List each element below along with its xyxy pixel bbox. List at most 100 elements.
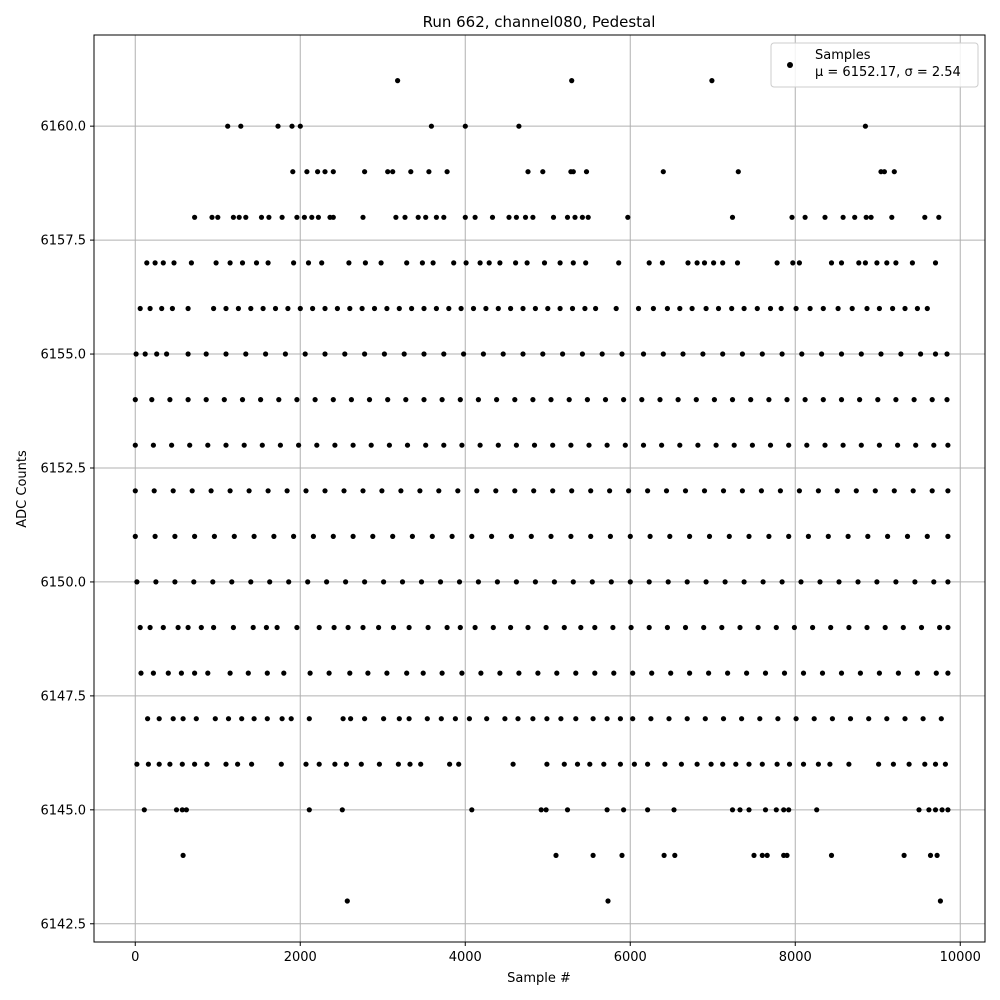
data-point [646, 579, 652, 585]
data-point [404, 670, 410, 676]
data-point [484, 716, 490, 722]
data-point [458, 305, 464, 312]
data-point [134, 579, 140, 585]
data-point [331, 624, 337, 631]
data-point [251, 533, 257, 540]
data-point [376, 761, 382, 767]
data-point [659, 260, 666, 266]
data-point [645, 761, 651, 767]
data-point [561, 761, 567, 767]
data-point [685, 260, 691, 266]
data-point [746, 761, 752, 767]
data-point [360, 624, 366, 631]
data-point [508, 533, 514, 540]
data-point [610, 624, 616, 631]
data-point [447, 761, 453, 767]
data-point [378, 260, 384, 266]
data-point [291, 260, 297, 266]
data-point [132, 442, 138, 448]
data-point [857, 670, 864, 676]
data-point [145, 716, 151, 722]
data-point [344, 898, 350, 904]
data-point [569, 305, 576, 312]
data-point [274, 624, 280, 631]
data-point [902, 716, 908, 722]
data-point [902, 305, 908, 312]
x-tick-label: 10000 [940, 950, 981, 965]
data-point [890, 761, 897, 767]
data-point [583, 169, 590, 175]
data-point [827, 761, 833, 767]
data-point [152, 533, 158, 540]
data-point [279, 214, 285, 220]
data-point [248, 579, 254, 585]
data-point [430, 260, 436, 266]
data-point [569, 78, 575, 84]
data-point [706, 533, 713, 540]
data-point [840, 442, 846, 448]
data-point [159, 305, 165, 312]
data-point [649, 670, 655, 676]
data-point [348, 397, 354, 403]
data-point [424, 716, 430, 722]
data-point [855, 579, 861, 585]
data-point [766, 397, 772, 403]
data-point [746, 533, 752, 540]
data-point [449, 533, 455, 540]
data-point [786, 442, 792, 448]
data-point [584, 397, 591, 403]
data-point [819, 670, 826, 676]
data-point [516, 123, 522, 129]
data-point [574, 761, 581, 767]
data-point [366, 397, 373, 403]
data-point [444, 624, 450, 631]
data-point [171, 260, 177, 266]
data-point [223, 305, 229, 312]
data-point [520, 351, 526, 357]
data-point [726, 533, 732, 540]
legend-marker [787, 62, 793, 68]
data-point [876, 442, 883, 448]
data-point [700, 351, 706, 357]
data-point [548, 397, 554, 403]
data-point [215, 214, 221, 220]
data-point [840, 214, 846, 220]
data-point [192, 214, 198, 220]
data-point [926, 807, 932, 813]
data-point [748, 397, 754, 403]
data-point [936, 214, 942, 220]
legend: Samples μ = 6152.17, σ = 2.54 [770, 42, 979, 88]
data-point [796, 488, 803, 494]
data-point [876, 305, 883, 312]
data-point [876, 670, 883, 676]
data-point [408, 169, 414, 175]
data-point [322, 169, 328, 175]
data-point [258, 214, 265, 220]
data-point [241, 442, 247, 448]
data-point [231, 533, 237, 540]
data-point [758, 488, 765, 494]
data-point [863, 214, 869, 220]
data-point [167, 397, 173, 403]
data-point [312, 397, 318, 403]
data-point [734, 260, 741, 266]
data-point [731, 442, 737, 448]
data-point [778, 305, 784, 312]
data-point [315, 214, 321, 220]
data-point [326, 670, 332, 676]
data-point [605, 898, 611, 904]
data-point [461, 351, 467, 357]
data-point [885, 533, 891, 540]
data-point [931, 442, 937, 448]
data-point [779, 351, 785, 357]
data-point [236, 214, 242, 220]
chart-title: Run 662, channel080, Pedestal [423, 13, 656, 31]
data-point [508, 624, 514, 631]
data-point [945, 442, 951, 448]
data-point [588, 533, 594, 540]
data-point [664, 305, 671, 312]
data-point [198, 624, 204, 631]
x-tick-label: 2000 [284, 950, 317, 965]
data-point [846, 624, 852, 631]
data-point [754, 305, 760, 312]
